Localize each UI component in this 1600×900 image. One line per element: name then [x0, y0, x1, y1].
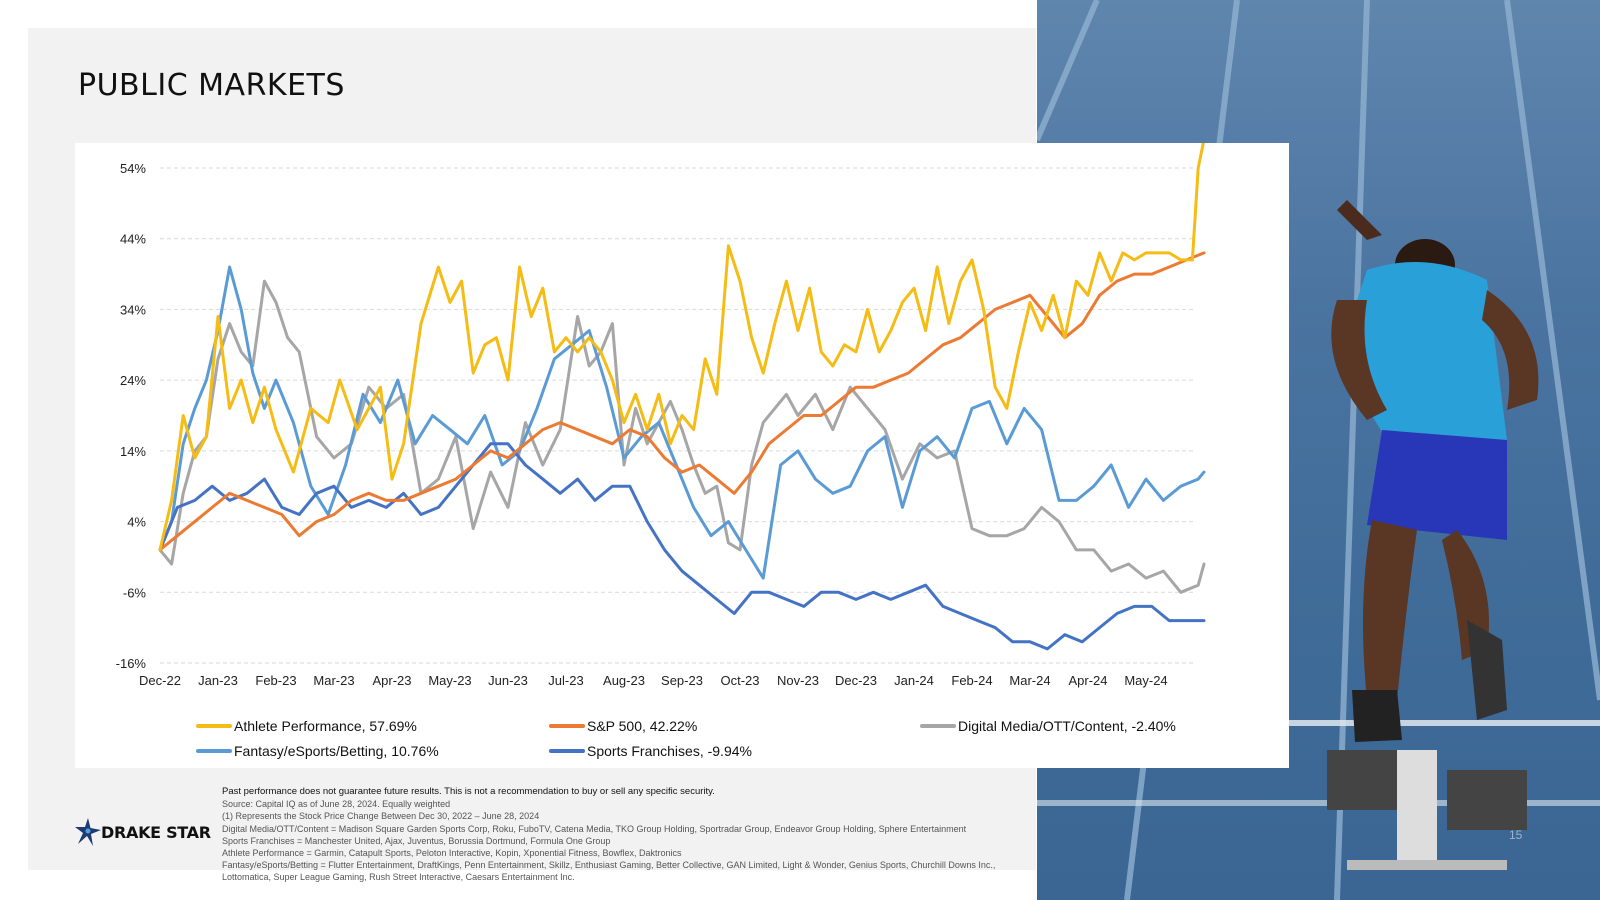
source-note: Source: Capital IQ as of June 28, 2024. … — [222, 799, 451, 810]
x-tick-label: Jan-24 — [894, 673, 934, 688]
legend-digital-media: Digital Media/OTT/Content, -2.40% — [920, 718, 1176, 734]
x-tick-label: Oct-23 — [720, 673, 759, 688]
y-tick-label: 54% — [120, 161, 146, 176]
page-number: 15 — [1509, 828, 1523, 842]
legend-label-sp500: S&P 500, 42.22% — [587, 718, 698, 734]
x-tick-label: Jan-23 — [198, 673, 238, 688]
y-tick-label: 14% — [120, 444, 146, 459]
footnote-digital: Digital Media/OTT/Content = Madison Squa… — [222, 823, 967, 834]
footnote-1: (1) Represents the Stock Price Change Be… — [222, 811, 540, 822]
x-tick-label: Dec-23 — [835, 673, 877, 688]
legend-fantasy: Fantasy/eSports/Betting, 10.76% — [196, 743, 439, 759]
x-tick-label: Dec-22 — [139, 673, 181, 688]
x-tick-label: Apr-24 — [1068, 673, 1107, 688]
disclaimer-text: Past performance does not guarantee futu… — [222, 786, 715, 797]
x-tick-label: Mar-23 — [313, 673, 354, 688]
y-tick-label: 44% — [120, 232, 146, 247]
legend-label-athlete: Athlete Performance, 57.69% — [234, 718, 417, 734]
footnotes: Past performance does not guarantee futu… — [222, 786, 1002, 884]
legend-label-digital: Digital Media/OTT/Content, -2.40% — [958, 718, 1176, 734]
line-chart: 54% 44% 34% 24% 14% 4% -6% -16% Dec-22 Jan-23 Feb-… — [116, 143, 1206, 688]
legend-swatch-sp500 — [549, 724, 585, 728]
legend-sports-franchises: Sports Franchises, -9.94% — [549, 743, 752, 759]
y-tick-label: -6% — [123, 585, 147, 600]
y-tick-label: 24% — [120, 373, 146, 388]
series-line-digital-media — [158, 279, 1206, 594]
series-line-sp500 — [158, 251, 1206, 552]
series-line-sports-franchises — [158, 442, 1206, 651]
legend-athlete-performance: Athlete Performance, 57.69% — [196, 718, 417, 734]
drake-star-logo: DRAKE STAR — [75, 818, 211, 846]
star-icon — [75, 818, 101, 846]
x-tick-label: Jun-23 — [488, 673, 528, 688]
legend-swatch-digital — [920, 724, 956, 728]
x-tick-label: Feb-23 — [255, 673, 296, 688]
sprinter-illustration — [1037, 0, 1600, 900]
legend-sp500: S&P 500, 42.22% — [549, 718, 697, 734]
x-tick-label: May-23 — [428, 673, 471, 688]
footnote-fantasy: Fantasy/eSports/Betting = Flutter Entert… — [222, 860, 996, 883]
x-tick-label: May-24 — [1124, 673, 1167, 688]
x-tick-label: Mar-24 — [1009, 673, 1050, 688]
x-tick-label: Aug-23 — [603, 673, 645, 688]
y-tick-label: 34% — [120, 302, 146, 317]
x-tick-label: Apr-23 — [372, 673, 411, 688]
x-tick-label: Jul-23 — [548, 673, 583, 688]
legend-label-fantasy: Fantasy/eSports/Betting, 10.76% — [234, 743, 439, 759]
logo-text: DRAKE STAR — [101, 822, 211, 842]
legend-swatch-fantasy — [196, 749, 232, 753]
x-tick-label: Nov-23 — [777, 673, 819, 688]
legend-label-sports: Sports Franchises, -9.94% — [587, 743, 752, 759]
chart-container: 54% 44% 34% 24% 14% 4% -6% -16% Dec-22 Jan-23 Feb-… — [75, 143, 1289, 768]
page-title: PUBLIC MARKETS — [78, 68, 345, 103]
series-line-athlete-performance — [158, 143, 1205, 552]
y-tick-label: 4% — [127, 515, 146, 530]
legend-swatch-sports — [549, 749, 585, 753]
x-tick-label: Feb-24 — [951, 673, 992, 688]
footnote-sports: Sports Franchises = Manchester United, A… — [222, 835, 611, 846]
y-tick-label: -16% — [116, 656, 147, 671]
series-line-fantasy — [158, 265, 1206, 580]
x-tick-label: Sep-23 — [661, 673, 703, 688]
footnote-athlete: Athlete Performance = Garmin, Catapult S… — [222, 848, 682, 859]
legend-swatch-athlete — [196, 724, 232, 728]
